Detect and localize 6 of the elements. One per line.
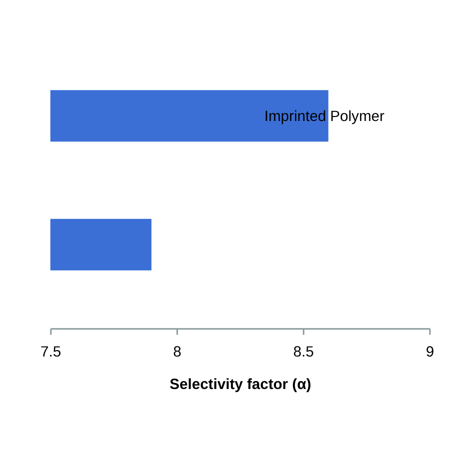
x-tick-label: 8 <box>173 344 182 360</box>
x-tick-label: 9 <box>426 344 434 360</box>
x-tick-label: 7.5 <box>40 344 62 360</box>
x-axis-title: Selectivity factor (α) <box>170 377 312 394</box>
x-tick-label: 8.5 <box>293 344 314 360</box>
annotation: Imprinted Polymer <box>264 108 385 125</box>
